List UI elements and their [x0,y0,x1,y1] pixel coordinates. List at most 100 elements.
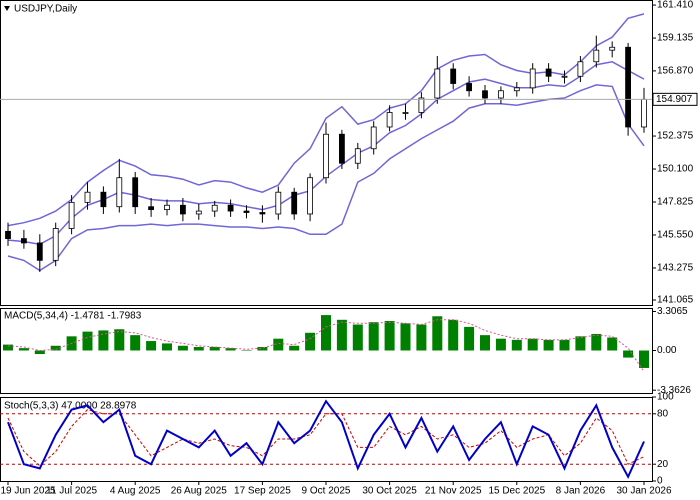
signal-line [7,319,645,372]
candle-body [529,68,536,89]
candle-body [100,191,107,208]
macd-bar [114,329,125,351]
y-tick-label: 156.870 [657,66,694,77]
x-tick-label: 19 Jun 2025 [0,486,55,497]
macd-bar [448,319,459,351]
candle-body [418,97,425,113]
candle-body [609,46,616,51]
macd-bar [543,339,554,351]
macd-bar [257,346,268,351]
y-tick-label: -3.3626 [657,385,691,396]
y-tick-label: 20 [657,459,669,470]
y-tick-label: 150.100 [657,164,694,175]
candle-body [561,75,568,78]
y-tick-label: 100 [657,392,674,403]
y-tick-label: 3.3065 [657,306,688,317]
macd-bar [225,348,236,351]
macd-bar [273,338,284,351]
macd-bar [559,339,570,351]
macd-bar [336,319,347,351]
y-tick-label: 145.550 [657,230,694,241]
candle-body [434,68,441,99]
macd-bar [3,344,13,351]
y-tick-label: 159.135 [657,33,694,44]
macd-bar [352,324,363,351]
candle-body [116,177,123,208]
candle-body [227,204,234,212]
symbol-icon [4,6,10,11]
candle-body [259,212,266,215]
macd-bar [146,341,157,351]
candle-body [641,98,647,128]
candle-body [577,61,584,77]
macd-bar [177,345,188,351]
candle-body [164,204,170,211]
candle-body [593,49,600,63]
candle-body [625,46,631,128]
candle-body [482,90,488,99]
x-tick-label: 8 Jan 2026 [556,486,606,497]
macd-bar [623,350,634,358]
candle-body [354,148,361,164]
macd-bar [289,345,300,351]
band-line [7,13,645,227]
y-tick-label: 0 [657,476,663,487]
candle-body [52,228,59,261]
macd-bar [193,346,204,351]
macd-bar [639,350,649,368]
macd-bar [400,323,411,351]
x-tick-label: 9 Oct 2025 [302,486,351,497]
macd-bar [305,332,316,351]
signal-line [7,409,645,467]
candle-body [132,177,139,208]
macd-bar [18,348,29,351]
macd-bar [527,338,538,351]
macd-bar [495,338,506,351]
stoch-title: Stoch(5,3,3) 47.0000 28.8978 [4,401,137,412]
last-price-label: 154.907 [656,94,693,105]
stoch-line [7,399,645,480]
candle-body [386,112,393,128]
x-tick-label: 30 Oct 2025 [362,486,417,497]
y-tick-label: 143.275 [657,263,694,274]
x-tick-label: 15 Dec 2025 [488,486,545,497]
candle-body [68,201,75,229]
candle-body [338,133,345,164]
macd-title: MACD(5,34,4) -1.4781 -1.7983 [4,311,142,322]
y-tick-label: 152.375 [657,131,694,142]
macd-bar [130,335,141,351]
y-tick-label: 147.825 [657,197,694,208]
candle-body [179,204,186,215]
macd-bar [321,315,331,351]
candle-body [84,191,91,203]
candle-body [243,210,250,213]
candle-body [370,126,377,150]
macd-bar [575,336,586,351]
y-tick-label: 161.410 [657,0,694,11]
macd-bar [209,346,220,351]
macd-bar [464,326,475,351]
y-tick-label: 0.00 [657,345,677,356]
candle-body [20,238,27,244]
candle-body [148,206,155,211]
macd-bar [511,339,522,351]
candle-body [513,87,520,92]
macd-bar [162,343,172,351]
x-tick-label: 21 Nov 2025 [425,486,482,497]
candle-body [5,230,11,240]
candle-body [466,83,473,92]
x-tick-label: 30 Jan 2026 [616,486,671,497]
macd-bar [480,335,490,351]
candle-body [211,204,218,212]
x-tick-label: 17 Sep 2025 [234,486,291,497]
last-price-box [652,92,698,106]
macd-bar [591,333,602,351]
macd-bar [50,345,61,351]
candle-body [450,68,457,84]
macd-bar [241,350,252,351]
y-tick-label: 80 [657,408,669,419]
macd-bar [368,322,379,351]
y-tick-label: 141.065 [657,295,694,306]
